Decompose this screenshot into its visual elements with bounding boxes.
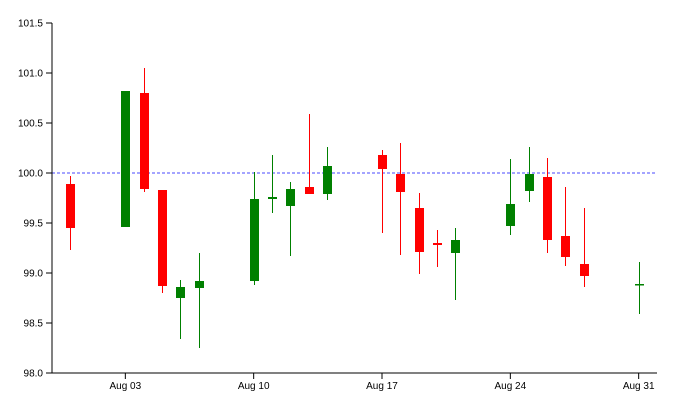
candle-body bbox=[433, 243, 442, 245]
candle-body bbox=[195, 281, 204, 288]
candle-body bbox=[506, 204, 515, 226]
candle-up bbox=[323, 147, 332, 200]
candle-body bbox=[543, 177, 552, 240]
candle-up bbox=[268, 155, 277, 213]
candle-body bbox=[140, 93, 149, 189]
y-tick-label: 101.5 bbox=[18, 19, 43, 30]
candle-up bbox=[451, 228, 460, 300]
y-axis-ticks: 98.0 98.5 99.0 99.5 100.0 100.5 101.0 101.5 bbox=[18, 19, 52, 380]
candle-up bbox=[525, 147, 534, 202]
x-tick-label: Aug 10 bbox=[238, 381, 270, 392]
candle-body bbox=[250, 199, 259, 281]
candle-body bbox=[580, 264, 589, 276]
candle-down bbox=[415, 193, 424, 274]
candle-body bbox=[268, 197, 277, 199]
x-axis-ticks: Aug 03 Aug 10 Aug 17 Aug 24 Aug 31 bbox=[109, 373, 655, 392]
candle-body bbox=[561, 236, 570, 257]
candle-down bbox=[561, 187, 570, 266]
candles bbox=[66, 68, 644, 348]
candle-up bbox=[286, 182, 295, 256]
y-tick-label: 100.0 bbox=[18, 169, 43, 180]
y-tick-label: 101.0 bbox=[18, 69, 43, 80]
y-tick-label: 98.0 bbox=[24, 369, 44, 380]
candle-down bbox=[433, 230, 442, 267]
candle-body bbox=[525, 174, 534, 191]
candle-body bbox=[286, 189, 295, 206]
candle-up bbox=[506, 159, 515, 235]
candle-body bbox=[323, 166, 332, 194]
x-tick-label: Aug 31 bbox=[623, 381, 655, 392]
candle-up bbox=[121, 91, 130, 227]
candle-down bbox=[158, 190, 167, 293]
candle-down bbox=[378, 150, 387, 233]
y-tick-label: 99.0 bbox=[24, 269, 44, 280]
y-tick-label: 98.5 bbox=[24, 319, 44, 330]
candle-up bbox=[250, 172, 259, 285]
candle-body bbox=[158, 190, 167, 286]
candle-down bbox=[396, 143, 405, 255]
candle-up bbox=[195, 253, 204, 348]
candle-body bbox=[66, 184, 75, 228]
x-tick-label: Aug 24 bbox=[494, 381, 526, 392]
candle-body bbox=[396, 174, 405, 192]
y-tick-label: 99.5 bbox=[24, 219, 44, 230]
candle-body bbox=[378, 155, 387, 169]
candle-down bbox=[543, 158, 552, 253]
candle-body bbox=[305, 187, 314, 194]
candle-body bbox=[635, 284, 644, 286]
x-tick-label: Aug 03 bbox=[109, 381, 141, 392]
candle-up bbox=[176, 280, 185, 339]
candle-down bbox=[66, 176, 75, 250]
candle-down bbox=[140, 68, 149, 192]
y-tick-label: 100.5 bbox=[18, 119, 43, 130]
candle-body bbox=[121, 91, 130, 227]
candle-body bbox=[415, 208, 424, 252]
candle-down bbox=[305, 114, 314, 194]
candle-down bbox=[580, 208, 589, 287]
candle-body bbox=[176, 287, 185, 298]
candle-body bbox=[451, 240, 460, 253]
x-tick-label: Aug 17 bbox=[366, 381, 398, 392]
candle-up bbox=[635, 262, 644, 314]
